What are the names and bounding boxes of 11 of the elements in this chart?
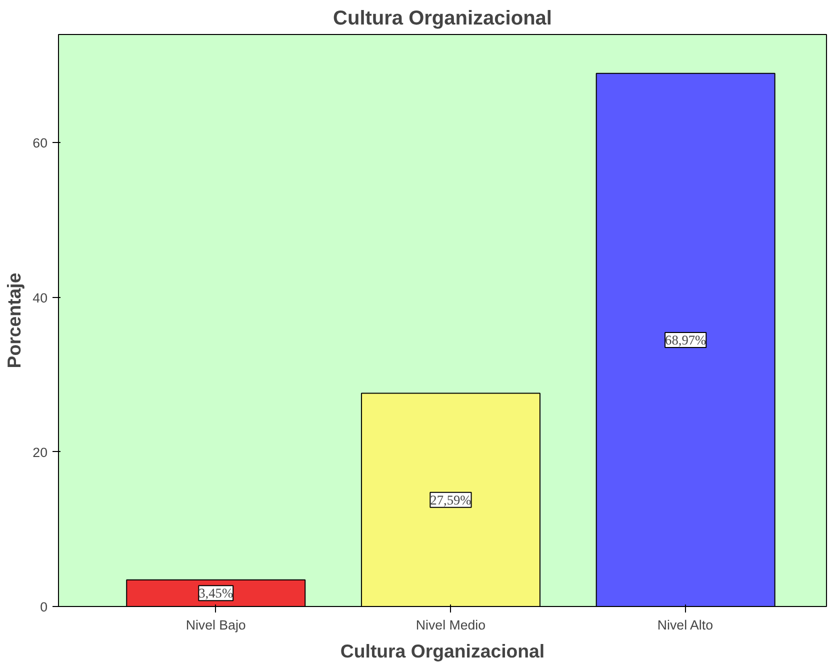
- y-tick-label: 20: [32, 444, 48, 460]
- y-tick-label: 0: [40, 600, 48, 614]
- y-tick-label: 60: [32, 136, 48, 151]
- x-tick-label: Nivel Bajo: [186, 618, 246, 632]
- data-label: 68,97%: [665, 332, 706, 348]
- x-tick-label: Nivel Alto: [657, 618, 713, 632]
- x-tick-label: Nivel Medio: [416, 618, 486, 632]
- y-tick-label: 40: [32, 290, 48, 306]
- chart-title: Cultura Organizacional: [333, 8, 552, 30]
- x-axis-title: Cultura Organizacional: [340, 640, 545, 662]
- y-axis-title: Porcentaje: [4, 272, 25, 368]
